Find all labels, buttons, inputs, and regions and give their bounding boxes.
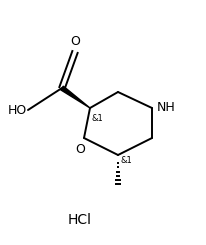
Text: O: O (70, 35, 80, 48)
Polygon shape (61, 86, 90, 108)
Text: HCl: HCl (68, 213, 92, 227)
Text: NH: NH (157, 100, 176, 113)
Text: &1: &1 (92, 114, 104, 123)
Text: &1: &1 (121, 156, 133, 165)
Text: O: O (75, 143, 85, 156)
Text: HO: HO (8, 103, 27, 117)
